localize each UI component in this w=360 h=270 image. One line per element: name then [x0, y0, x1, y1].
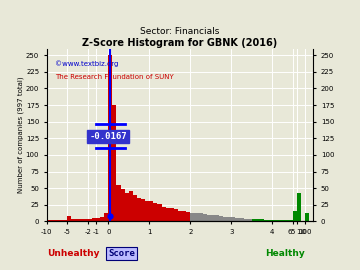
Bar: [219, 216, 223, 221]
Bar: [211, 215, 215, 221]
Text: Unhealthy: Unhealthy: [47, 249, 99, 258]
Bar: [297, 194, 301, 221]
Bar: [215, 215, 219, 221]
Bar: [305, 213, 309, 221]
Bar: [129, 191, 133, 221]
Bar: [71, 220, 76, 221]
Bar: [264, 220, 268, 221]
Bar: [256, 220, 260, 221]
Bar: [133, 195, 137, 221]
Bar: [186, 212, 190, 221]
Bar: [272, 220, 276, 221]
Bar: [280, 220, 284, 221]
Bar: [178, 211, 182, 221]
Bar: [100, 217, 104, 221]
Bar: [235, 218, 239, 221]
Bar: [243, 219, 248, 221]
Bar: [239, 218, 243, 221]
Bar: [88, 219, 92, 221]
Bar: [108, 55, 112, 221]
Bar: [170, 208, 174, 221]
Bar: [227, 217, 231, 221]
Bar: [63, 220, 67, 221]
Text: Sector: Financials: Sector: Financials: [140, 27, 220, 36]
Bar: [248, 219, 252, 221]
Bar: [166, 208, 170, 221]
Text: ©www.textbiz.org: ©www.textbiz.org: [55, 61, 118, 68]
Bar: [207, 215, 211, 221]
Bar: [194, 213, 198, 221]
Bar: [198, 213, 203, 221]
Text: Healthy: Healthy: [265, 249, 305, 258]
Bar: [157, 204, 162, 221]
Text: Score: Score: [108, 249, 135, 258]
Bar: [47, 220, 51, 221]
Bar: [59, 220, 63, 221]
Bar: [174, 210, 178, 221]
Bar: [137, 198, 141, 221]
Bar: [153, 203, 157, 221]
Bar: [141, 200, 145, 221]
Text: The Research Foundation of SUNY: The Research Foundation of SUNY: [55, 74, 174, 80]
Bar: [190, 213, 194, 221]
Bar: [104, 213, 108, 221]
Bar: [84, 220, 88, 221]
Bar: [252, 220, 256, 221]
Bar: [80, 219, 84, 221]
Bar: [125, 194, 129, 221]
Bar: [92, 218, 96, 221]
Y-axis label: Number of companies (997 total): Number of companies (997 total): [18, 77, 24, 193]
Bar: [51, 220, 55, 221]
Bar: [121, 190, 125, 221]
Bar: [223, 217, 227, 221]
Bar: [276, 220, 280, 221]
Title: Z-Score Histogram for GBNK (2016): Z-Score Histogram for GBNK (2016): [82, 38, 278, 48]
Bar: [182, 211, 186, 221]
Bar: [55, 220, 59, 221]
Bar: [284, 220, 289, 221]
Bar: [149, 201, 153, 221]
Bar: [260, 220, 264, 221]
Bar: [117, 185, 121, 221]
Bar: [231, 217, 235, 221]
Bar: [203, 214, 207, 221]
Bar: [289, 220, 293, 221]
Bar: [76, 220, 80, 221]
Bar: [162, 207, 166, 221]
Bar: [112, 105, 117, 221]
Bar: [293, 211, 297, 221]
Bar: [67, 216, 71, 221]
Bar: [145, 201, 149, 221]
Bar: [268, 220, 272, 221]
Text: -0.0167: -0.0167: [90, 132, 127, 141]
Bar: [96, 218, 100, 221]
